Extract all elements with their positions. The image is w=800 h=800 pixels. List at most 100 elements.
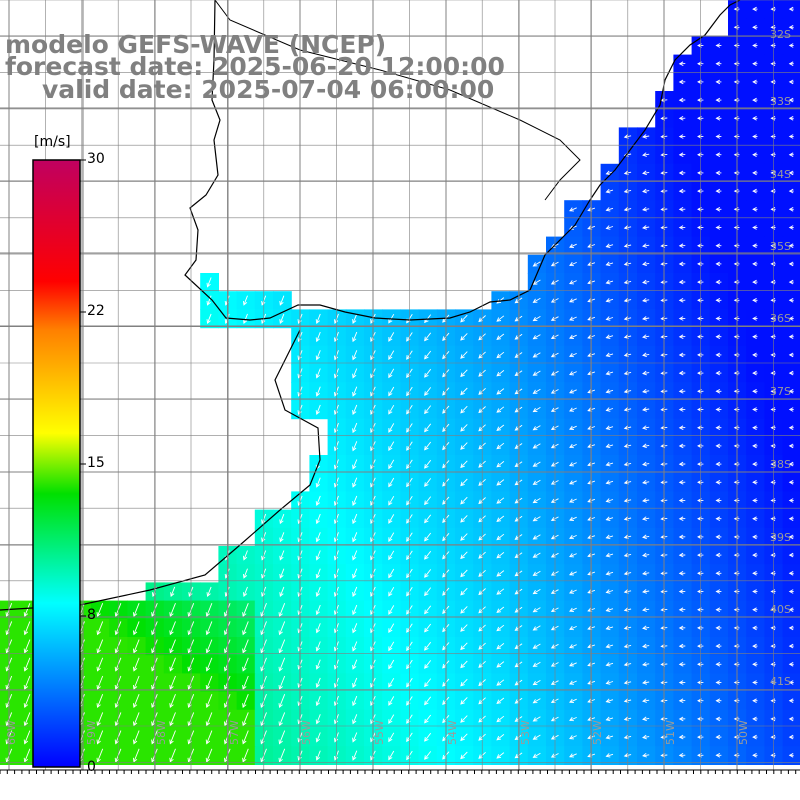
wave-arrow-head [788, 589, 794, 594]
wave-arrow [460, 733, 468, 741]
wave-arrow [279, 675, 286, 690]
wave-arrow-head [460, 317, 465, 323]
wave-arrow-head [788, 352, 794, 358]
wave-arrow-head [514, 317, 520, 322]
wave-arrow [606, 535, 614, 539]
wave-arrow [169, 621, 176, 635]
wave-arrow-head [678, 407, 684, 412]
wave-arrow-head [678, 552, 684, 558]
wave-arrow-head [752, 134, 757, 139]
wave-arrow [496, 515, 505, 522]
wave-arrow-head [496, 535, 502, 541]
wave-arrow-head [223, 684, 229, 690]
wave-arrow [242, 712, 249, 726]
wave-arrow-head [261, 519, 266, 525]
wave-arrow [460, 405, 468, 414]
wave-arrow-head [388, 719, 393, 725]
wave-arrow-head [424, 336, 429, 342]
wave-arrow-head [605, 480, 611, 485]
wave-arrow [242, 621, 249, 635]
wave-arrow-head [752, 43, 757, 48]
wave-arrow-head [478, 517, 484, 523]
wave-arrow [242, 748, 249, 762]
wave-arrow-head [388, 700, 393, 706]
wave-arrow-head [569, 716, 574, 722]
wave-arrow [388, 696, 395, 706]
wave-arrow-head [279, 537, 284, 543]
wave-arrow-head [478, 554, 484, 559]
wave-arrow-head [788, 261, 794, 267]
wave-arrow-head [715, 116, 721, 121]
wave-arrow [316, 513, 321, 524]
wave-arrow [460, 697, 468, 705]
wave-arrow-head [678, 389, 684, 394]
wave-arrow [24, 712, 31, 726]
lat-label: 37S [770, 385, 791, 398]
wave-arrow-head [678, 625, 684, 631]
wave-arrow-head [605, 498, 611, 503]
colorbar-tick-label: 15 [87, 455, 105, 471]
wave-arrow-head [478, 754, 484, 759]
wave-arrow-head [187, 630, 192, 636]
wave-arrow [460, 515, 468, 523]
wave-arrow [606, 681, 614, 684]
wave-arrow [569, 261, 577, 266]
coastline [184, 0, 741, 321]
wave-arrow-head [460, 427, 465, 432]
wave-arrow-head [770, 188, 776, 194]
wave-arrow-head [715, 316, 721, 321]
wave-arrow [460, 351, 468, 359]
wave-arrow-head [496, 481, 502, 486]
wave-arrow-head [678, 498, 684, 503]
title-forecast-date: forecast date: 2025-06-20 12:00:00 [5, 52, 505, 81]
wave-arrow-head [514, 462, 520, 468]
wave-arrow-head [569, 207, 574, 212]
wave-arrow-head [550, 298, 556, 303]
wave-arrow-head [770, 680, 776, 685]
wave-arrow [424, 441, 432, 451]
wave-arrow [606, 480, 614, 484]
wave-arrow-head [460, 445, 465, 450]
wave-arrow [388, 659, 395, 669]
wave-arrow [316, 604, 321, 615]
wave-arrow-head [352, 573, 357, 579]
wave-arrow [97, 694, 104, 708]
wave-arrow-head [770, 43, 776, 48]
wave-arrow-head [532, 735, 538, 740]
wave-arrow [316, 677, 321, 688]
wave-arrow-head [550, 516, 556, 522]
wave-arrow [606, 262, 614, 266]
wave-arrow-head [788, 680, 794, 685]
wave-arrow-head [569, 753, 574, 758]
wave-arrow-head [242, 648, 247, 654]
wave-arrow [569, 443, 577, 448]
wave-arrow [642, 463, 650, 466]
wave-arrow-head [623, 389, 629, 394]
wave-arrow [533, 589, 541, 594]
wave-arrow-head [752, 625, 757, 631]
wave-arrow-head [678, 370, 684, 376]
wave-arrow-head [352, 683, 357, 688]
wave-arrow-head [605, 680, 611, 685]
wave-arrow-head [788, 698, 794, 703]
wave-arrow-head [23, 721, 29, 727]
lon-label: 57W [228, 720, 241, 745]
wave-arrow-head [96, 703, 101, 709]
wave-arrow-head [478, 444, 484, 450]
wave-arrow [569, 716, 577, 721]
wave-arrow [279, 730, 286, 744]
wave-arrow-head [605, 643, 611, 649]
wave-arrow [496, 497, 505, 504]
wave-arrow-head [715, 170, 721, 176]
wave-arrow [424, 405, 432, 414]
wave-arrow-head [770, 170, 776, 176]
wave-arrow-head [352, 646, 357, 652]
wave-arrow-head [260, 757, 265, 763]
wave-arrow-head [352, 391, 357, 397]
wave-arrow [606, 226, 614, 229]
wave-arrow [388, 568, 395, 578]
wave-arrow [533, 643, 541, 649]
wave-arrow-head [352, 337, 357, 343]
wave-arrow [496, 624, 505, 631]
lon-label: 59W [85, 720, 98, 745]
